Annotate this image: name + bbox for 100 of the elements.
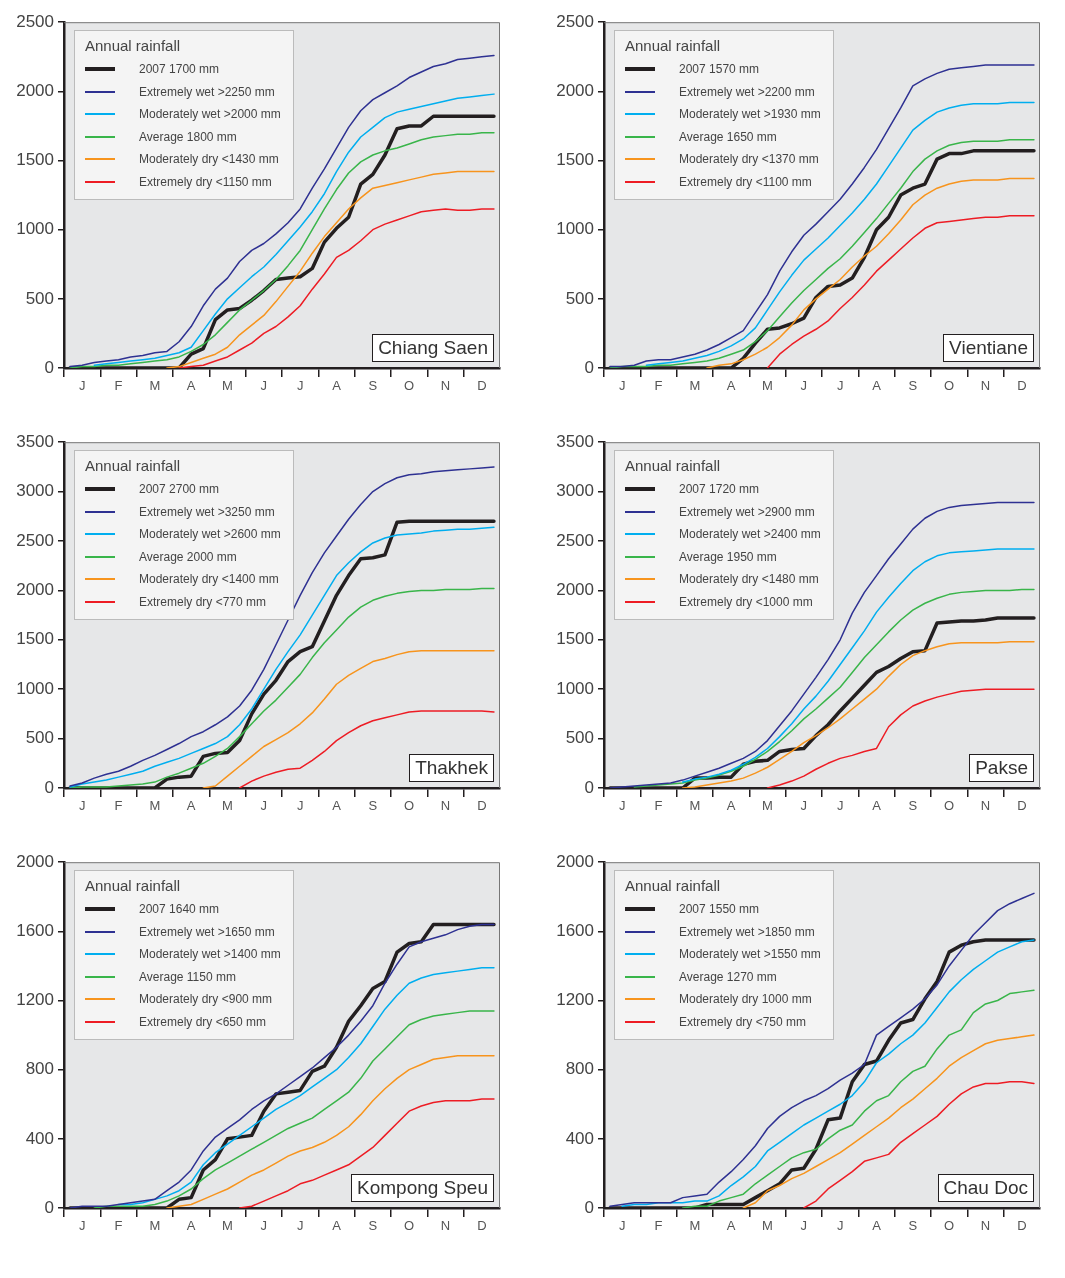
legend-label: Extremely dry <750 mm — [679, 1014, 807, 1029]
legend-label: Extremely wet >1650 mm — [139, 924, 275, 939]
y-tick-label: 2000 — [16, 580, 54, 600]
y-tick-label: 1600 — [556, 921, 594, 941]
legend-label: Extremely dry <650 mm — [139, 1014, 267, 1029]
text: Thakhek — [409, 754, 494, 782]
y-tick-label: 3000 — [556, 481, 594, 501]
legend-label: Moderately dry <1480 mm — [679, 572, 819, 587]
y-tick-label: 1500 — [16, 150, 54, 170]
x-tick-label: M — [222, 378, 233, 394]
y-tick-label: 400 — [25, 1128, 54, 1148]
y-tick-label: 3000 — [16, 481, 54, 501]
x-tick-label: A — [726, 378, 736, 394]
x-tick-label: A — [726, 798, 736, 814]
x-tick-label: F — [114, 798, 123, 814]
x-tick-label: S — [908, 1218, 918, 1234]
x-tick-label: M — [689, 378, 701, 394]
y-tick-label: 400 — [565, 1128, 594, 1148]
legend-label: 2007 2700 mm — [139, 482, 220, 497]
x-tick-label: F — [654, 798, 663, 814]
x-tick-label: N — [980, 798, 991, 814]
text: Kompong Speu — [351, 1174, 494, 1202]
x-tick-label: S — [908, 378, 918, 394]
x-tick-label: A — [186, 798, 196, 814]
legend-title: Annual rainfall — [625, 37, 722, 54]
legend-label: Average 1270 mm — [679, 969, 777, 984]
legend-label: 2007 1700 mm — [139, 62, 220, 77]
legend-label: Extremely dry <1150 mm — [139, 174, 272, 189]
legend-label: Extremely wet >1850 mm — [679, 924, 815, 939]
y-tick-label: 500 — [565, 728, 594, 748]
y-tick-label: 0 — [44, 1197, 54, 1217]
x-tick-label: D — [477, 1218, 487, 1234]
text: Chau Doc — [937, 1174, 1034, 1202]
x-tick-label: A — [332, 798, 342, 814]
text: Vientiane — [943, 334, 1034, 362]
y-tick-label: 2500 — [556, 11, 594, 31]
x-tick-label: O — [404, 378, 415, 394]
legend-label: Moderately dry <1430 mm — [139, 152, 279, 167]
x-tick-label: M — [149, 1218, 161, 1234]
legend-label: Moderately dry 1000 mm — [679, 992, 812, 1007]
x-tick-label: A — [872, 1218, 882, 1234]
x-tick-label: D — [1017, 1218, 1027, 1234]
x-tick-label: J — [78, 1218, 86, 1234]
y-tick-label: 1000 — [16, 678, 54, 698]
legend-label: Average 1800 mm — [139, 129, 237, 144]
x-tick-label: O — [944, 378, 955, 394]
x-tick-label: D — [477, 378, 487, 394]
x-tick-label: S — [908, 798, 918, 814]
y-tick-label: 500 — [25, 728, 54, 748]
y-tick-label: 1200 — [556, 990, 594, 1010]
legend-label: 2007 1550 mm — [679, 902, 760, 917]
x-tick-label: A — [872, 378, 882, 394]
legend-label: Moderately wet >2600 mm — [139, 527, 281, 542]
legend-title: Annual rainfall — [625, 457, 722, 474]
x-tick-label: A — [332, 378, 342, 394]
y-tick-label: 0 — [584, 777, 594, 797]
legend-label: Extremely wet >2200 mm — [679, 84, 815, 99]
x-tick-label: J — [296, 378, 304, 394]
legend-label: Extremely wet >2900 mm — [679, 504, 815, 519]
x-tick-label: A — [186, 1218, 196, 1234]
legend-label: Average 1150 mm — [139, 969, 236, 984]
x-tick-label: J — [618, 1218, 626, 1234]
y-tick-label: 1200 — [16, 990, 54, 1010]
x-tick-label: N — [980, 378, 991, 394]
y-tick-label: 2000 — [556, 81, 594, 101]
x-tick-label: O — [404, 798, 415, 814]
legend-label: Moderately wet >1930 mm — [679, 107, 821, 122]
legend-label: Moderately dry <1370 mm — [679, 152, 819, 167]
y-tick-label: 2000 — [556, 580, 594, 600]
y-tick-label: 800 — [25, 1059, 54, 1079]
x-tick-label: M — [222, 798, 233, 814]
x-tick-label: J — [260, 1218, 268, 1234]
x-tick-label: J — [296, 798, 304, 814]
x-tick-label: A — [332, 1218, 342, 1234]
legend-label: Extremely dry <1100 mm — [679, 174, 812, 189]
legend-label: Moderately wet >1550 mm — [679, 947, 821, 962]
legend-title: Annual rainfall — [625, 877, 722, 894]
x-tick-label: J — [836, 378, 844, 394]
legend-label: Moderately wet >1400 mm — [139, 947, 281, 962]
x-tick-label: D — [1017, 378, 1027, 394]
y-tick-label: 2000 — [556, 851, 594, 871]
legend-label: Moderately wet >2400 mm — [679, 527, 821, 542]
legend-title: Annual rainfall — [85, 37, 182, 54]
x-tick-label: J — [800, 798, 808, 814]
x-tick-label: F — [114, 1218, 123, 1234]
y-tick-label: 1000 — [556, 219, 594, 239]
legend-label: Average 1650 mm — [679, 129, 777, 144]
y-tick-label: 500 — [565, 288, 594, 308]
legend-label: 2007 1720 mm — [679, 482, 760, 497]
x-tick-label: N — [980, 1218, 991, 1234]
x-tick-label: J — [800, 378, 808, 394]
y-tick-label: 1600 — [16, 921, 54, 941]
x-tick-label: S — [368, 378, 378, 394]
x-tick-label: M — [762, 1218, 773, 1234]
x-tick-label: F — [114, 378, 123, 394]
legend-label: Average 2000 mm — [139, 549, 237, 564]
legend-label: Moderately dry <1400 mm — [139, 572, 279, 587]
y-tick-label: 1000 — [16, 219, 54, 239]
y-tick-label: 0 — [584, 1197, 594, 1217]
x-tick-label: M — [689, 1218, 701, 1234]
